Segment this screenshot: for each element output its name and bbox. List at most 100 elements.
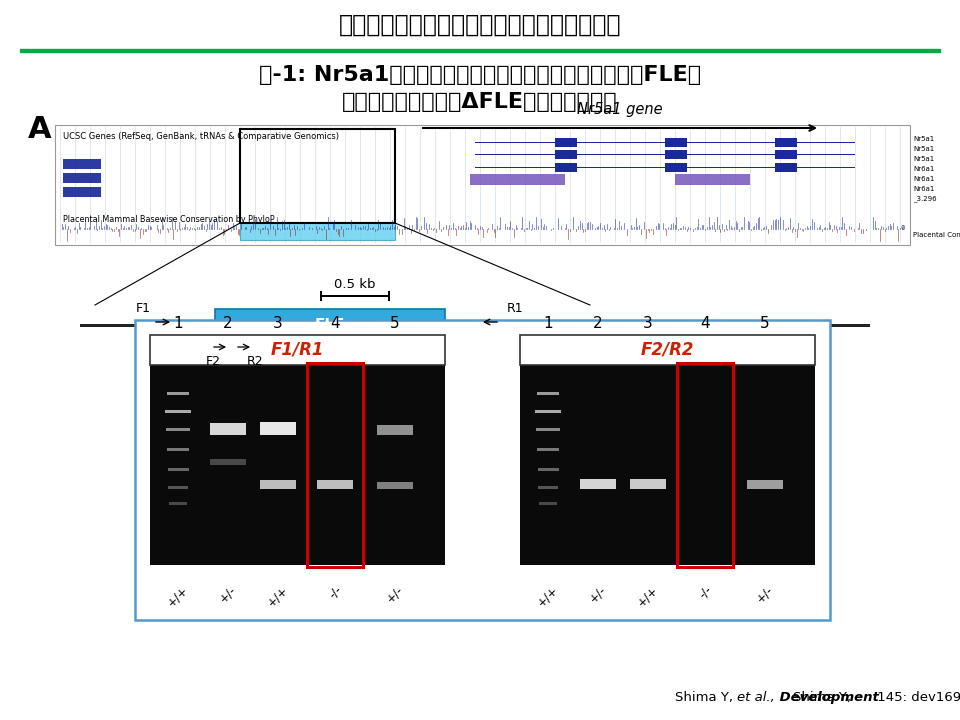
Bar (537, 448, 560, 451)
Bar (388, 291, 390, 301)
Bar (675, 174, 750, 185)
Bar (80, 323, 870, 326)
Text: Nr5a1 gene: Nr5a1 gene (577, 102, 662, 117)
Polygon shape (455, 327, 485, 363)
Bar (475, 153, 855, 155)
Bar (63, 173, 101, 183)
Text: 図-1: Nr5a1遺伝子の胎仔ライディッヒエンハンサー（FLE）: 図-1: Nr5a1遺伝子の胎仔ライディッヒエンハンサー（FLE） (259, 65, 701, 85)
Bar (260, 480, 296, 489)
Bar (520, 365, 815, 565)
Text: F1/R1: F1/R1 (271, 341, 324, 359)
Text: Nr5a1: Nr5a1 (913, 146, 934, 152)
Text: +/+: +/+ (635, 583, 661, 609)
Bar (775, 150, 797, 159)
Bar (177, 320, 199, 330)
Bar (775, 163, 797, 172)
Text: _3.296: _3.296 (913, 196, 937, 202)
Bar (135, 320, 830, 620)
Text: -/-: -/- (696, 583, 714, 601)
Bar (539, 485, 558, 489)
Text: Shima Y,: Shima Y, (793, 691, 855, 704)
Bar (520, 335, 815, 365)
Text: 2: 2 (593, 315, 603, 330)
Bar (167, 467, 188, 471)
Bar (475, 166, 855, 168)
Bar (665, 150, 687, 159)
Text: +/-: +/- (217, 583, 239, 605)
Text: -/-: -/- (325, 583, 344, 601)
Text: F1: F1 (135, 302, 151, 315)
Text: UCSC Genes (RefSeq, GenBank, tRNAs & Comparative Genomics): UCSC Genes (RefSeq, GenBank, tRNAs & Com… (63, 132, 339, 141)
Text: 145: dev169136, 2018: 145: dev169136, 2018 (873, 691, 960, 704)
Bar (630, 479, 666, 489)
Text: Placental Cons: Placental Cons (913, 232, 960, 238)
Text: Nr5a1: Nr5a1 (913, 156, 934, 162)
Text: 0.5 kb: 0.5 kb (334, 278, 375, 291)
Polygon shape (175, 327, 205, 363)
Text: et al.,: et al., (737, 691, 775, 704)
Bar (555, 163, 577, 172)
Bar (166, 428, 190, 431)
Bar (215, 309, 445, 341)
Text: Nr6a1: Nr6a1 (913, 186, 934, 192)
Bar (475, 142, 855, 143)
Bar (320, 295, 390, 297)
Text: +/-: +/- (754, 583, 776, 605)
Bar (260, 422, 296, 435)
Text: +/+: +/+ (165, 583, 191, 609)
Bar (167, 448, 189, 451)
Bar (747, 480, 783, 489)
Bar (317, 480, 353, 489)
Bar (539, 502, 557, 505)
Bar (168, 485, 188, 489)
Text: 1: 1 (173, 315, 182, 330)
Bar (555, 138, 577, 147)
Bar (150, 335, 445, 365)
Bar (55, 125, 910, 245)
Bar (320, 291, 322, 301)
Text: Nr5a1: Nr5a1 (913, 136, 934, 142)
Bar (167, 392, 189, 395)
Bar (210, 459, 246, 465)
Text: +/+: +/+ (535, 583, 561, 609)
Text: 1: 1 (543, 315, 553, 330)
Text: Placental Mammal Basewise Conservation by PhyloP: Placental Mammal Basewise Conservation b… (63, 215, 275, 223)
Text: 3: 3 (274, 315, 283, 330)
Bar (377, 482, 413, 489)
Text: 2: 2 (223, 315, 233, 330)
Text: R1: R1 (507, 302, 523, 315)
Text: Development: Development (775, 691, 878, 704)
Bar (470, 174, 565, 185)
Text: F2: F2 (205, 355, 221, 368)
Text: を欠損するマウス（ΔFLEマウス）の作出: を欠損するマウス（ΔFLEマウス）の作出 (342, 92, 618, 112)
Bar (240, 222, 395, 240)
Text: 0: 0 (900, 225, 905, 231)
Text: 4: 4 (330, 315, 340, 330)
Bar (169, 502, 187, 505)
Bar (150, 365, 445, 565)
Text: A: A (28, 115, 52, 145)
Text: Nr6a1: Nr6a1 (913, 176, 934, 182)
Bar (665, 163, 687, 172)
Text: 5: 5 (390, 315, 399, 330)
Text: 精巣ライディッヒ細胞の分化機構解明（嶋）: 精巣ライディッヒ細胞の分化機構解明（嶋） (339, 13, 621, 37)
Text: FLE: FLE (315, 318, 346, 333)
Bar (377, 425, 413, 435)
Bar (538, 467, 559, 471)
Text: F2/R2: F2/R2 (640, 341, 694, 359)
Bar (536, 410, 561, 413)
Bar (677, 363, 733, 567)
Text: 4: 4 (700, 315, 709, 330)
Text: 3: 3 (643, 315, 653, 330)
Bar (461, 320, 483, 330)
Text: +/-: +/- (384, 583, 406, 605)
Bar (240, 129, 395, 223)
Bar (775, 138, 797, 147)
Bar (210, 423, 246, 435)
Bar (63, 187, 101, 197)
Bar (665, 138, 687, 147)
Bar (536, 428, 560, 431)
Bar (63, 159, 101, 169)
Text: R2: R2 (247, 355, 263, 368)
Bar (307, 363, 363, 567)
